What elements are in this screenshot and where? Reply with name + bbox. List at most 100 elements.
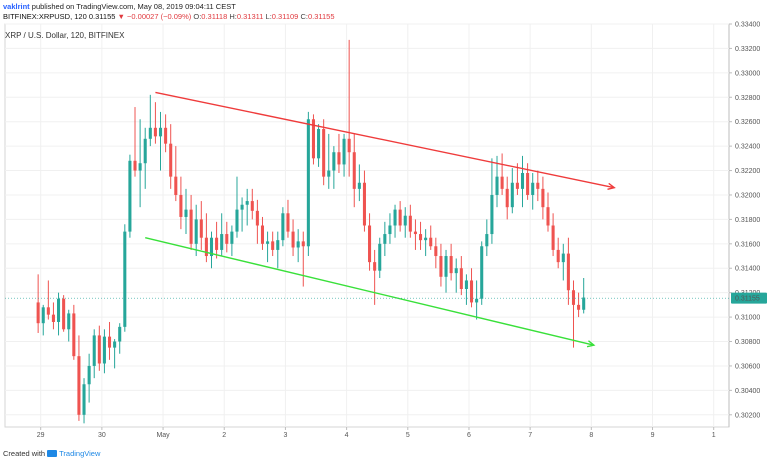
time-tick-label: 1 — [712, 432, 716, 439]
footer-prefix: Created with — [3, 449, 46, 458]
candle-body — [383, 234, 387, 244]
candle-body — [434, 246, 438, 257]
bull-candle — [383, 221, 387, 257]
candle-body — [393, 209, 397, 226]
candle-body — [449, 256, 453, 274]
candle-body — [520, 172, 525, 189]
time-tick-label: 6 — [467, 432, 471, 439]
candle-body — [209, 237, 214, 257]
footer-brand[interactable]: TradingView — [59, 449, 101, 458]
price-tick-label: 0.30600 — [735, 363, 760, 370]
candle-body — [541, 188, 545, 208]
bear-candle — [546, 192, 550, 232]
open-label: O: — [193, 12, 202, 21]
bear-candle — [271, 231, 275, 257]
bear-candle — [556, 237, 560, 269]
candles — [36, 39, 586, 424]
bull-candle — [245, 188, 249, 226]
bull-candle — [220, 213, 224, 257]
price-tick-label: 0.32800 — [735, 95, 760, 102]
bear-candle — [577, 292, 581, 318]
candle-body — [413, 231, 417, 235]
bear-candle — [469, 268, 474, 308]
candle-body — [515, 182, 519, 189]
trendline-arrow-icon — [607, 182, 616, 191]
candle-body — [531, 182, 535, 195]
candle-body — [342, 138, 346, 165]
price-tick-label: 0.33200 — [735, 46, 760, 53]
bear-candle — [413, 219, 417, 250]
candle-body — [118, 326, 122, 342]
price-tick-label: 0.30400 — [735, 388, 760, 395]
close-label: C: — [300, 12, 308, 21]
candle-body — [67, 313, 71, 330]
bear-candle — [362, 170, 366, 232]
bear-candle — [72, 304, 76, 360]
bull-candle — [520, 155, 525, 208]
candle-body — [454, 268, 458, 274]
candle-body — [153, 127, 157, 137]
trendlines[interactable] — [145, 91, 616, 348]
bull-candle — [92, 329, 96, 379]
bear-candle — [373, 249, 377, 305]
footer: Created with TradingView — [3, 449, 100, 458]
bull-candle — [118, 323, 122, 354]
time-tick-label: 9 — [651, 432, 655, 439]
candle-body — [475, 298, 479, 303]
bull-candle — [464, 274, 468, 305]
low-label: L: — [265, 12, 272, 21]
time-tick-label: May — [156, 432, 170, 439]
price-tick-label: 0.31600 — [735, 241, 760, 248]
bull-candle — [485, 219, 489, 257]
bear-candle — [215, 221, 219, 259]
candle-body — [368, 225, 372, 263]
bear-candle — [174, 146, 178, 202]
bear-candle — [225, 221, 229, 253]
price-tick-label: 0.31800 — [735, 217, 760, 224]
bear-candle — [179, 176, 183, 230]
tradingview-logo-icon — [47, 450, 58, 457]
candle-body — [505, 188, 509, 208]
bull-candle — [67, 309, 71, 342]
bull-candle — [209, 231, 214, 269]
time-tick-label: 3 — [283, 432, 287, 439]
bull-candle — [148, 94, 152, 147]
bear-candle — [551, 213, 555, 257]
candle-body — [337, 152, 341, 165]
candle-body — [194, 219, 198, 244]
author-name[interactable]: vaklrint — [3, 2, 30, 11]
bear-candle — [153, 102, 157, 144]
bull-candle — [123, 224, 127, 332]
candle-body — [546, 207, 550, 226]
candle-body — [143, 138, 147, 164]
candle-body — [490, 194, 494, 235]
candle-body — [429, 237, 433, 247]
bear-candle — [322, 119, 326, 186]
candle-body — [444, 256, 448, 277]
bull-candle — [475, 280, 479, 320]
candle-body — [357, 182, 361, 189]
candle-body — [113, 341, 117, 348]
candle-body — [266, 241, 270, 244]
bull-candle — [138, 119, 142, 208]
candle-body — [332, 152, 336, 171]
candle-body — [301, 241, 305, 247]
current-price-box — [731, 292, 767, 304]
candle-body — [281, 213, 285, 241]
price-tick-label: 0.31400 — [735, 266, 760, 273]
bear-candle — [133, 107, 137, 177]
bear-candle — [536, 170, 540, 202]
candle-body — [164, 127, 168, 144]
bull-candle — [480, 241, 484, 305]
candle-body — [158, 127, 163, 137]
bull-candle — [266, 231, 270, 263]
candle-body — [169, 143, 173, 177]
candle-body — [352, 152, 356, 189]
candle-body — [225, 234, 229, 244]
bull-candle — [41, 304, 45, 336]
candle-body — [240, 204, 244, 210]
candle-body — [582, 297, 586, 310]
bull-candle — [378, 237, 382, 279]
candle-body — [92, 335, 96, 366]
